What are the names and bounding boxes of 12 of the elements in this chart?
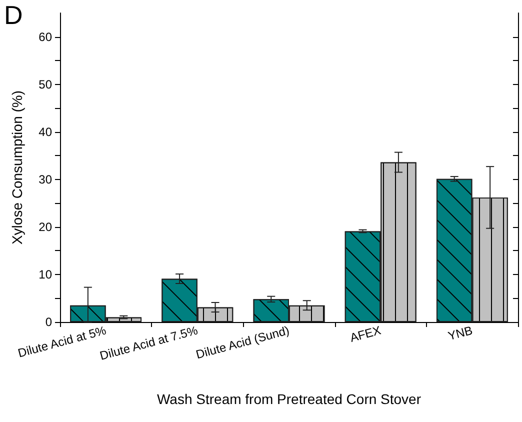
y-tick-label: 40 xyxy=(38,124,52,139)
y-tick-label: 60 xyxy=(38,30,52,44)
y-tick-label: 50 xyxy=(38,77,52,92)
y-tick-label: 30 xyxy=(38,172,52,186)
y-tick-label: 20 xyxy=(38,220,52,234)
x-tick-label: AFEX xyxy=(348,323,382,345)
x-tick-label: YNB xyxy=(446,323,474,344)
y-tick-label: 0 xyxy=(45,315,52,329)
x-axis-title: Wash Stream from Pretreated Corn Stover xyxy=(156,391,422,407)
text: D xyxy=(4,0,23,30)
y-tick-label: 10 xyxy=(38,267,52,282)
y-axis-title: Xylose Consumption (%) xyxy=(9,90,25,245)
